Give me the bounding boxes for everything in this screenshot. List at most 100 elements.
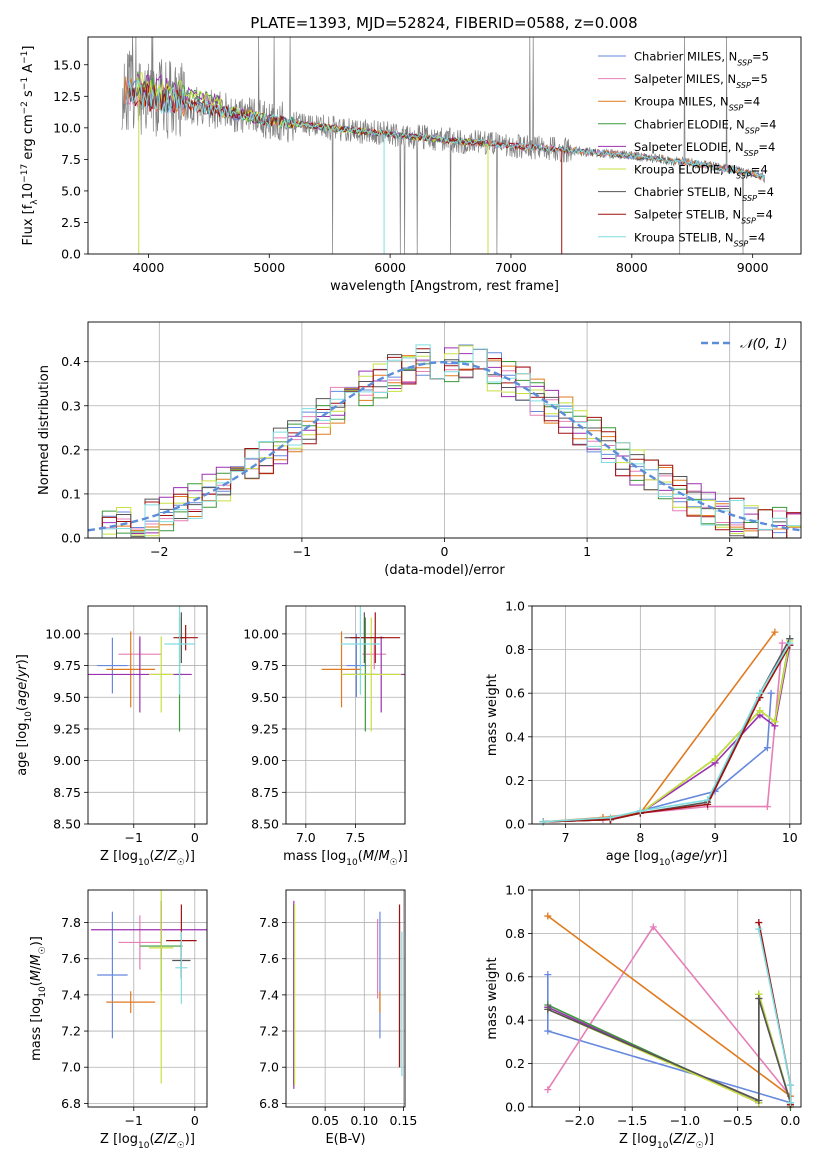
weight-marker (755, 919, 763, 927)
x-tick-label: −2 (150, 544, 168, 559)
weight-marker (771, 718, 779, 726)
x-axis-label: age [log10(age/yr)] (606, 849, 728, 868)
y-tick-label: 6.8 (61, 1096, 81, 1111)
errorbar-point (118, 915, 162, 970)
y-axis-label: Flux [fλ10−17 erg cm−2 s−1 A−1] (20, 46, 40, 246)
y-tick-label: 7.8 (259, 915, 279, 930)
figure-title: PLATE=1393, MJD=52824, FIBERID=0588, z=0… (250, 14, 637, 32)
spectrum-axes: 4000 5000 6000 7000 8000 9000 0.0 2.5 5.0 7.5 10.0… (53, 57, 768, 275)
weight-marker (756, 707, 764, 715)
mass_vs_EBV-axes: 0.05 0.10 0.15 6.8 7.0 7.2 7.4 7.6 7.8 (259, 890, 417, 1128)
weight-line (547, 998, 792, 1103)
weight-marker (755, 1096, 763, 1104)
x-tick-label: 0 (191, 830, 199, 845)
spectrum-legend: Chabrier MILES, NSSP=5 Salpeter MILES, NS… (598, 50, 776, 248)
legend-label: Kroupa STELIB, NSSP=4 (634, 230, 765, 248)
y-tick-label: 0.1 (61, 486, 81, 501)
age_vs_mass-axes: 7.0 7.5 8.50 8.75 9.00 9.25 9.50 9.75 10.00 (243, 606, 405, 845)
errorbar-point (341, 617, 402, 732)
y-tick-label: 12.5 (53, 89, 81, 104)
x-tick-label: 6000 (374, 260, 406, 275)
y-tick-label: 10.0 (53, 120, 81, 135)
errorbar-point (97, 911, 128, 1039)
weight-marker (778, 639, 786, 647)
x-tick-label: −1.0 (670, 1113, 700, 1128)
weight-marker (711, 755, 719, 763)
errorbar-point (106, 631, 156, 708)
errorbar-point (88, 636, 192, 713)
y-tick-label: 9.25 (251, 721, 279, 736)
weight-marker (544, 971, 552, 979)
errorbar-point (149, 636, 174, 713)
x-tick-label: 0.15 (390, 1113, 418, 1128)
y-tick-label: 0.4 (505, 729, 525, 744)
x-axis-label: wavelength [Angstrom, rest frame] (330, 279, 559, 294)
x-tick-label: −1 (293, 544, 311, 559)
y-tick-label: 0.0 (505, 1100, 525, 1115)
legend-label: Kroupa MILES, NSSP=4 (634, 95, 760, 113)
legend-label: Chabrier MILES, NSSP=5 (634, 50, 769, 68)
weight-marker (755, 995, 763, 1002)
normal-distribution-curve (87, 360, 802, 532)
weight-line (543, 640, 791, 823)
y-axis-label: mass weight (485, 674, 500, 756)
y-tick-label: 8.50 (251, 817, 279, 832)
errorbar-point (149, 890, 174, 1084)
y-tick-label: 7.6 (259, 951, 279, 966)
weight-marker (771, 628, 779, 636)
y-tick-label: 0.6 (505, 686, 525, 701)
x-tick-label: 1 (583, 544, 591, 559)
x-tick-label: 0 (191, 1113, 199, 1128)
legend-label: Salpeter STELIB, NSSP=4 (634, 208, 773, 226)
y-tick-label: 1.0 (505, 883, 525, 898)
y-tick-label: 1.0 (505, 599, 525, 614)
age_vs_Z-frame (87, 605, 208, 825)
x-tick-label: −1.5 (617, 1113, 647, 1128)
weight-line (547, 974, 792, 1105)
y-axis-label: mass [log10(M/M☉)] (29, 936, 48, 1061)
weight-line (547, 993, 792, 1104)
errorbar-point (173, 625, 198, 651)
legend-label: Chabrier ELODIE, NSSP=4 (634, 117, 776, 135)
y-tick-label: 9.50 (53, 690, 81, 705)
y-tick-label: 5.0 (61, 183, 81, 198)
weight-line (543, 631, 776, 823)
weight-marker (544, 1027, 552, 1035)
y-tick-label: 7.2 (259, 1024, 279, 1039)
weight_vs_Z-frame (531, 889, 802, 1108)
y-axis-label: Normed distribution (37, 365, 52, 495)
weight-line (543, 644, 791, 823)
residual-histogram (88, 360, 801, 538)
y-tick-label: 10.00 (243, 626, 279, 641)
x-axis-label: (data-model)/error (384, 563, 505, 578)
x-tick-label: 0.05 (311, 1113, 339, 1128)
x-tick-label: 9 (711, 830, 719, 845)
y-tick-label: 8.75 (53, 785, 81, 800)
y-tick-label: 9.75 (251, 658, 279, 673)
residual-legend: 𝒩(0, 1) (701, 337, 787, 352)
weight-marker (786, 1099, 794, 1107)
y-tick-label: 9.00 (251, 753, 279, 768)
y-tick-label: 0.0 (61, 247, 81, 262)
x-axis-label: Z [log10(Z/Z☉)] (619, 1132, 714, 1151)
weight-marker (704, 796, 712, 804)
y-tick-label: 8.75 (251, 785, 279, 800)
x-tick-label: 2 (726, 544, 734, 559)
x-tick-label: 0 (441, 544, 449, 559)
weight-marker (649, 923, 657, 931)
mass_vs_EBV-frame (285, 889, 406, 1108)
y-tick-label: 0.3 (61, 398, 81, 413)
y-tick-label: 6.8 (259, 1096, 279, 1111)
x-tick-label: 7.0 (296, 830, 316, 845)
weight-marker (756, 689, 764, 697)
x-axis-label: E(B-V) (325, 1132, 365, 1147)
legend-label: Salpeter MILES, NSSP=5 (634, 72, 768, 90)
weight-line (543, 645, 791, 823)
weight-marker (767, 689, 775, 697)
weight-marker (763, 803, 771, 811)
x-tick-label: 7.5 (345, 830, 365, 845)
x-tick-label: −2.0 (564, 1113, 594, 1128)
y-tick-label: 15.0 (53, 57, 81, 72)
weight-line (547, 915, 792, 1105)
x-tick-label: 0.0 (781, 1113, 801, 1128)
